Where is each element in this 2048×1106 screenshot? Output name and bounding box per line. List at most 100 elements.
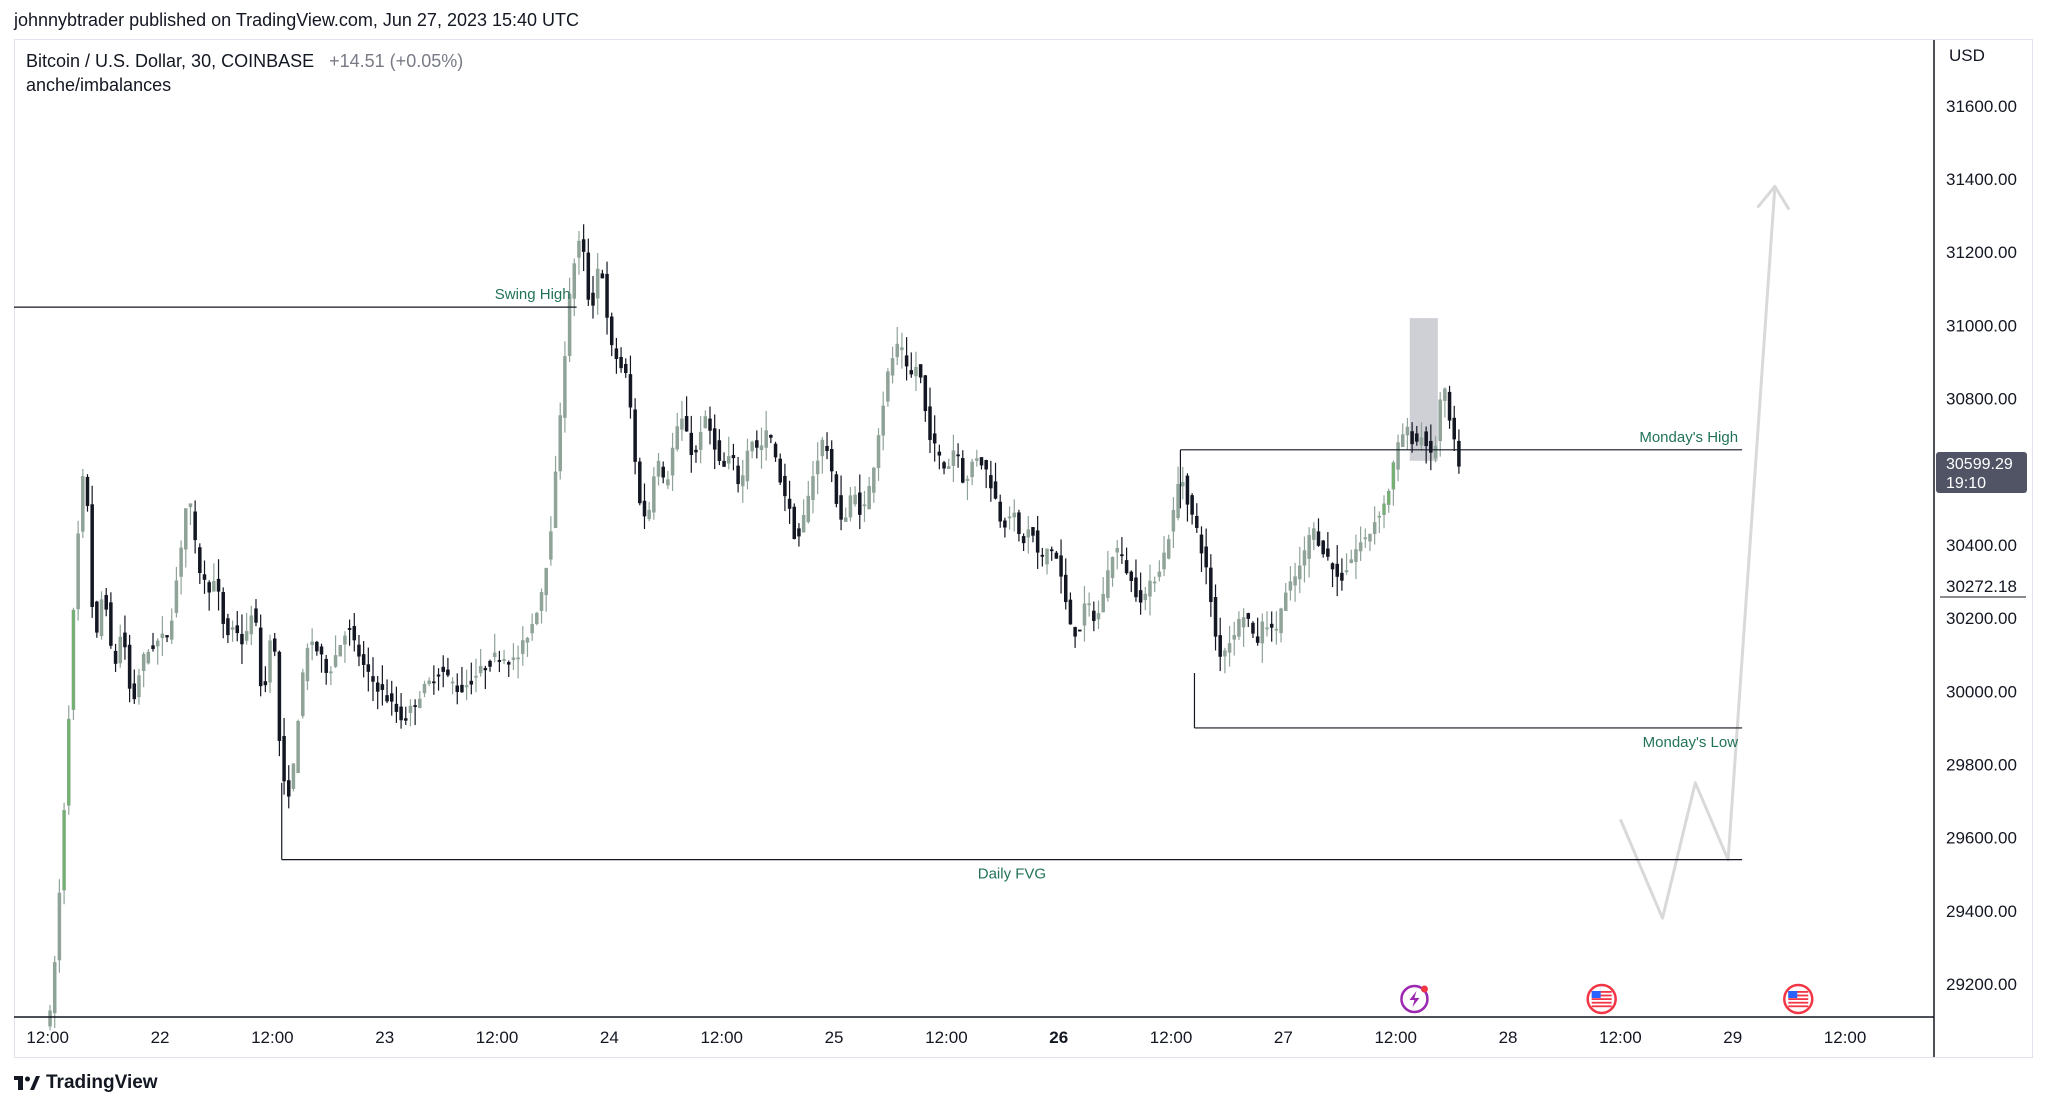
symbol-legend[interactable]: Bitcoin / U.S. Dollar, 30, COINBASE +14.… (26, 51, 463, 72)
candle-body (886, 371, 890, 402)
candle-body (792, 506, 797, 539)
candle-body (1026, 529, 1031, 538)
candle-body (81, 476, 85, 532)
candle-body (1438, 399, 1442, 442)
candle-body (1255, 636, 1260, 643)
mondays-low-label: Monday's Low (1643, 734, 1739, 751)
highlight-box (1409, 318, 1438, 461)
candle-body (806, 495, 811, 523)
candle-body (989, 475, 993, 489)
chart-pane[interactable] (14, 39, 2033, 1058)
candle-body (427, 680, 431, 684)
price-tick-label: 29400.00 (1946, 902, 2017, 921)
candle-body (1138, 590, 1143, 603)
time-tick-label: 25 (825, 1028, 844, 1047)
time-tick-label: 12:00 (476, 1028, 519, 1047)
projection-layer (1619, 184, 1790, 920)
flag-stripe (1788, 1001, 1809, 1004)
indicator-legend[interactable]: anche/imbalances (26, 75, 172, 95)
time-tick-label: 12:00 (925, 1028, 968, 1047)
axes-layer: 29200.00 29400.00 29600.00 29800.00 30000.00… (14, 40, 2027, 1057)
tradingview-logo[interactable]: TradingView (14, 1072, 158, 1094)
candle-body (460, 684, 464, 693)
candle-body (221, 592, 225, 624)
candle-body (1358, 542, 1363, 552)
candle-body (717, 440, 722, 461)
candle-body (1330, 563, 1335, 570)
candle-body (258, 627, 263, 687)
candle-body (123, 632, 127, 648)
candle-body (446, 669, 450, 676)
candle-body (155, 640, 160, 647)
candle-body (216, 578, 221, 592)
candle-body (137, 675, 141, 698)
candle-body (151, 645, 155, 649)
candle-body (371, 676, 375, 682)
candle-body (1209, 567, 1213, 603)
flag-stripe (1788, 994, 1809, 997)
candle-body (675, 426, 679, 450)
time-tick-label: 24 (600, 1028, 619, 1047)
candle-body (1063, 574, 1068, 603)
candle-body (970, 461, 974, 477)
candle-body (169, 620, 174, 640)
candle-body (1227, 643, 1232, 653)
candle-body (235, 625, 240, 634)
candle-body (1007, 516, 1012, 519)
flag-stripe (1788, 991, 1809, 993)
candle-body (179, 547, 183, 577)
candle-body (975, 458, 979, 461)
candle-body (207, 582, 211, 593)
candle-body (1251, 622, 1255, 634)
us-flag-event-icon (1586, 983, 1617, 1015)
candle-body (872, 467, 876, 493)
candle-body (1213, 597, 1218, 637)
candle-body (769, 435, 773, 438)
candle-body (492, 652, 497, 658)
candle-body (291, 763, 296, 789)
candle-body (1335, 563, 1339, 577)
candle-body (319, 646, 324, 655)
candle-body (1316, 531, 1321, 546)
candle-body (1040, 554, 1045, 557)
candle-body (404, 718, 408, 721)
candle-body (759, 445, 764, 450)
candle-body (90, 504, 94, 607)
candle-body (1377, 515, 1382, 518)
candle-body (666, 479, 670, 486)
candle-body (1110, 556, 1115, 579)
candle-body (633, 409, 637, 462)
candle-body (188, 503, 193, 508)
candle-body (586, 252, 591, 300)
candle-body (1344, 570, 1349, 573)
candle-body (1092, 610, 1096, 621)
time-tick-label: 22 (151, 1028, 170, 1047)
candle-body (95, 601, 99, 633)
candle-body (254, 608, 258, 623)
time-tick-label: 12:00 (1824, 1028, 1867, 1047)
candle-body (904, 355, 909, 367)
candle-body (1115, 547, 1119, 553)
us-flag-event-icon (1783, 983, 1814, 1015)
time-tick-label: 12:00 (1374, 1028, 1417, 1047)
price-tick-label: 31400.00 (1946, 170, 2017, 189)
candle-body (961, 458, 965, 483)
candle-body (998, 501, 1002, 522)
candle-body (511, 657, 516, 660)
candle-body (862, 504, 867, 507)
candle-body (455, 685, 460, 692)
candle-body (1129, 571, 1134, 581)
candle-body (1410, 431, 1414, 445)
candle-body (488, 660, 492, 667)
candle-body (600, 273, 605, 279)
flag-stripe (1591, 1001, 1612, 1004)
candle-body (1424, 431, 1428, 447)
candle-body (198, 547, 202, 574)
candle-body (525, 637, 530, 643)
candle-body (876, 435, 881, 469)
candle-body (474, 675, 478, 678)
candle-body (357, 644, 361, 657)
candle-body (731, 455, 736, 459)
current-price-value: 30599.29 (1946, 456, 2013, 473)
